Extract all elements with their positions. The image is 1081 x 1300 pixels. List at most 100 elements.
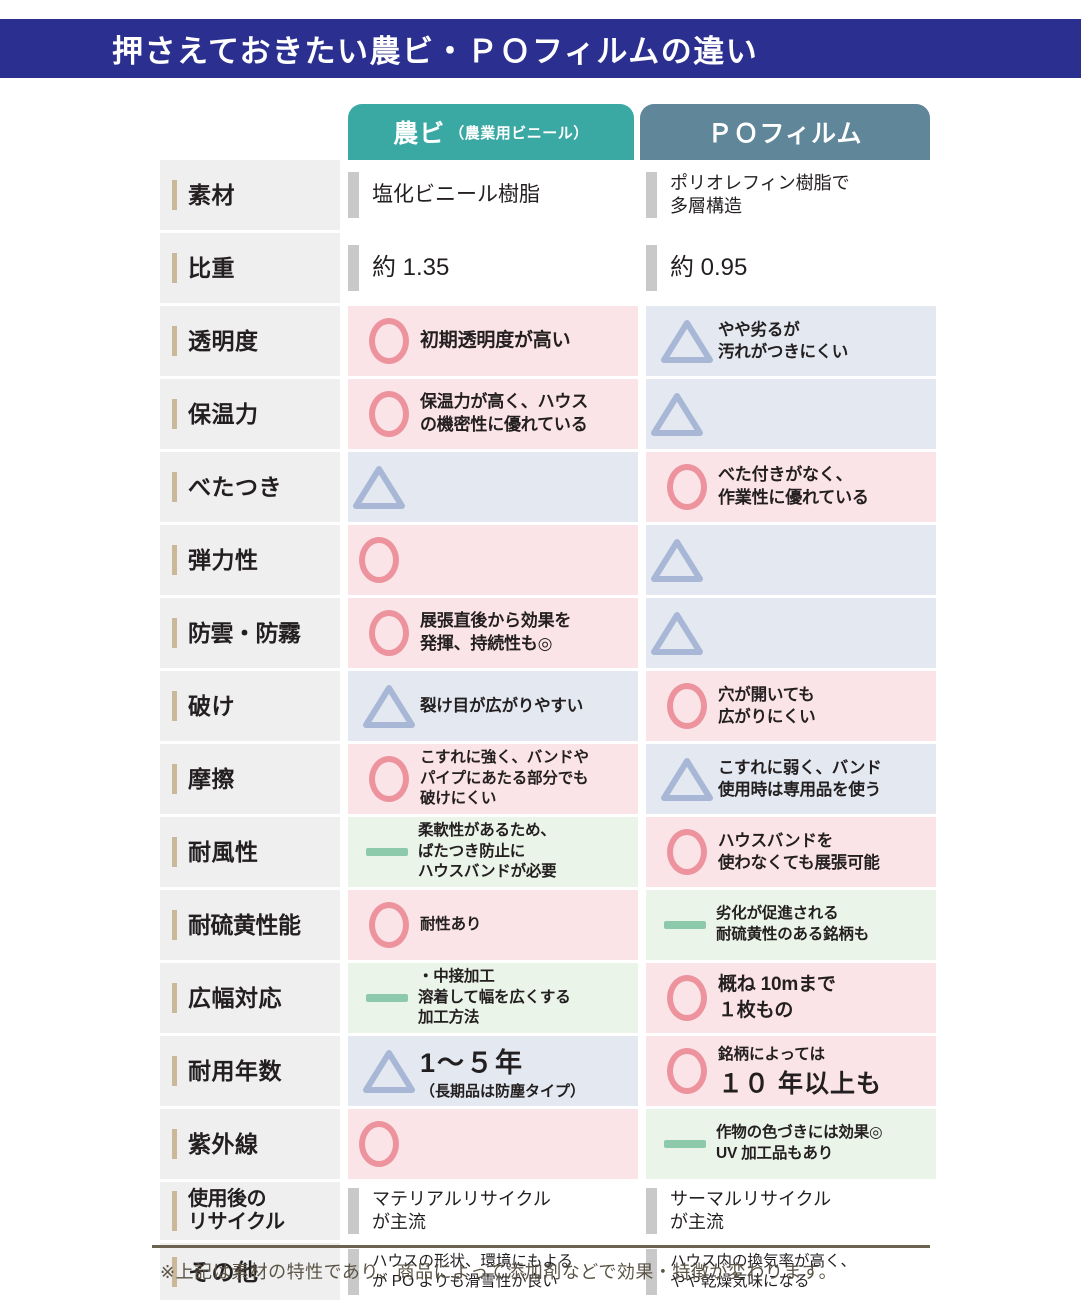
column-gap: [340, 306, 348, 376]
table-cell-b: 作物の色づきには効果◎ UV 加工品もあり: [646, 1109, 936, 1179]
column-gap: [340, 1036, 348, 1106]
cell-accent-bar: [646, 1249, 657, 1295]
triangle-marker-icon: [348, 464, 410, 510]
row-label-accent-bar: [172, 1191, 177, 1231]
column-header-tabs: 農ビ （農業用ビニール） ＰＯフィルム: [348, 104, 930, 160]
cell-subline: 銘柄によっては: [718, 1046, 825, 1063]
table-cell-a: 1～５年 （長期品は防塵タイプ）: [348, 1036, 638, 1106]
triangle-marker-icon: [646, 537, 708, 583]
column-gap: [638, 744, 646, 814]
table-row: 比重 約 1.35 約 0.95: [160, 233, 936, 303]
cell-text: ポリオレフィン樹脂で 多層構造: [670, 172, 850, 216]
row-label-text: 紫外線: [188, 1130, 259, 1157]
table-cell-a: こすれに強く、バンドや パイプにあたる部分でも 破けにくい: [348, 744, 638, 814]
row-label: 素材: [160, 160, 340, 230]
cell-plain-content: 約 1.35: [348, 233, 638, 303]
table-cell-a: [348, 525, 638, 595]
cell-headline: １０ 年以上も: [718, 1070, 882, 1098]
column-gap: [340, 452, 348, 522]
row-label: 破け: [160, 671, 340, 741]
circle-marker-icon: [656, 464, 718, 510]
table-row: 摩擦 こすれに強く、バンドや パイプにあたる部分でも 破けにくい こすれに弱く、バン…: [160, 744, 936, 814]
circle-marker-icon: [656, 975, 718, 1021]
row-label-accent-bar: [172, 326, 177, 356]
cell-text: マテリアルリサイクル が主流: [372, 1188, 551, 1232]
row-label: 防雲・防霧: [160, 598, 340, 668]
cell-text: ・中接加工 溶着して幅を広くする 加工方法: [418, 967, 571, 1027]
row-label-text: 使用後の リサイクル: [188, 1188, 285, 1233]
footer-divider: [152, 1245, 930, 1248]
row-label-text: 広幅対応: [188, 984, 282, 1011]
column-gap: [340, 744, 348, 814]
circle-marker-icon: [358, 610, 420, 656]
table-cell-a: 柔軟性があるため、 ばたつき防止に ハウスバンドが必要: [348, 817, 638, 887]
row-label: 弾力性: [160, 525, 340, 595]
table-cell-b: ハウス内の換気率が高く、 やや乾燥気味になる: [646, 1243, 936, 1300]
column-gap: [638, 233, 646, 303]
table-cell-a: 展張直後から効果を 発揮、持続性も◎: [348, 598, 638, 668]
column-gap: [638, 890, 646, 960]
column-gap: [638, 525, 646, 595]
circle-marker-icon: [656, 1048, 718, 1094]
cell-text-group: 1～５年 （長期品は防塵タイプ）: [420, 1041, 585, 1101]
table-cell-b: 概ね 10mまで １枚もの: [646, 963, 936, 1033]
cell-accent-bar: [348, 1249, 359, 1295]
cell-text: 塩化ビニール樹脂: [372, 183, 540, 207]
row-label-accent-bar: [172, 983, 177, 1013]
column-gap: [340, 1182, 348, 1240]
cell-plain-content: ポリオレフィン樹脂で 多層構造: [646, 160, 936, 230]
dash-marker-icon: [356, 848, 418, 856]
table-row: 耐風性 柔軟性があるため、 ばたつき防止に ハウスバンドが必要 ハウスバンドを 使わ…: [160, 817, 936, 887]
row-label-text: 防雲・防霧: [188, 619, 301, 646]
table-cell-b: べた付きがなく、 作業性に優れている: [646, 452, 936, 522]
row-label: 保温力: [160, 379, 340, 449]
cell-text: 耐性あり: [420, 915, 482, 933]
row-label-accent-bar: [172, 837, 177, 867]
column-gap: [340, 890, 348, 960]
title-banner: 押さえておきたい農ビ・ＰＯフィルムの違い: [0, 19, 1081, 78]
table-cell-b: [646, 379, 936, 449]
row-label: 紫外線: [160, 1109, 340, 1179]
triangle-marker-icon: [646, 391, 708, 437]
row-label-accent-bar: [172, 618, 177, 648]
row-label: 耐風性: [160, 817, 340, 887]
row-label-text: 透明度: [188, 327, 259, 354]
row-label-accent-bar: [172, 399, 177, 429]
table-cell-a: 耐性あり: [348, 890, 638, 960]
row-label-text: その他: [188, 1258, 259, 1285]
tab-nohbi: 農ビ （農業用ビニール）: [348, 104, 634, 160]
cell-text: こすれに弱く、バンド 使用時は専用品を使う: [718, 758, 882, 799]
circle-marker-icon: [656, 683, 718, 729]
cell-accent-bar: [646, 1188, 657, 1234]
row-label: 耐用年数: [160, 1036, 340, 1106]
table-row: 透明度 初期透明度が高い やや劣るが 汚れがつきにくい: [160, 306, 936, 376]
cell-text: やや劣るが 汚れがつきにくい: [718, 320, 849, 361]
cell-plain-content: マテリアルリサイクル が主流: [348, 1182, 638, 1240]
column-gap: [638, 817, 646, 887]
circle-marker-icon: [358, 756, 420, 802]
row-label-accent-bar: [172, 180, 177, 210]
row-label: 耐硫黄性能: [160, 890, 340, 960]
row-label-accent-bar: [172, 1056, 177, 1086]
column-gap: [340, 525, 348, 595]
row-label: 透明度: [160, 306, 340, 376]
tab-po-film: ＰＯフィルム: [640, 104, 930, 160]
cell-text: べた付きがなく、 作業性に優れている: [718, 465, 869, 507]
row-label: その他: [160, 1243, 340, 1300]
cell-text: 展張直後から効果を 発揮、持続性も◎: [420, 611, 572, 653]
cell-accent-bar: [348, 245, 359, 291]
cell-plain-content: 塩化ビニール樹脂: [348, 160, 638, 230]
table-row: 保温力 保温力が高く、ハウス の機密性に優れている: [160, 379, 936, 449]
table-row: 防雲・防霧 展張直後から効果を 発揮、持続性も◎: [160, 598, 936, 668]
table-cell-a: [348, 1109, 638, 1179]
table-cell-a: 塩化ビニール樹脂: [348, 160, 638, 230]
table-cell-a: マテリアルリサイクル が主流: [348, 1182, 638, 1240]
table-cell-b: ポリオレフィン樹脂で 多層構造: [646, 160, 936, 230]
circle-marker-icon: [348, 537, 410, 583]
table-row: 素材 塩化ビニール樹脂 ポリオレフィン樹脂で 多層構造: [160, 160, 936, 230]
table-row: その他 ハウスの形状、環境にもよる が PO よりも滑雪性が良い ハウス内の換気率が…: [160, 1243, 936, 1300]
circle-marker-icon: [358, 391, 420, 437]
cell-accent-bar: [646, 245, 657, 291]
table-row: 使用後の リサイクル マテリアルリサイクル が主流 サーマルリサイクル が主流: [160, 1182, 936, 1240]
